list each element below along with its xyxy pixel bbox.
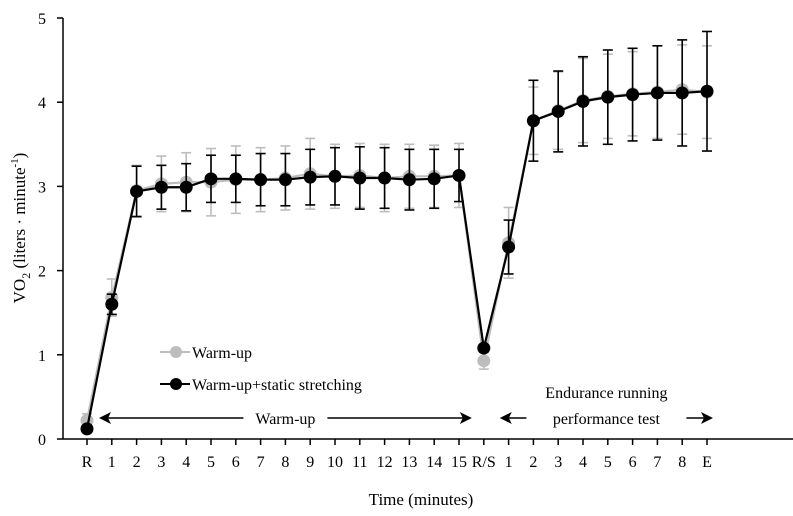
x-tick-label: E [702, 454, 712, 471]
data-point [675, 86, 689, 100]
y-axis-title: VO2 (liters · minute-1) [9, 153, 33, 304]
y-tick-label: 1 [38, 348, 46, 365]
annotations: Warm-up Endurance running performance te… [99, 385, 713, 428]
legend-label-warm-up-static-stretching: Warm-up+static stretching [192, 377, 362, 394]
legend-item-warm-up: Warm-up [160, 345, 252, 362]
x-tick-label: 6 [232, 454, 240, 471]
x-tick-label: 4 [182, 454, 190, 471]
data-point [626, 88, 640, 102]
x-tick-label: 1 [505, 454, 513, 471]
x-tick-label: 5 [207, 454, 215, 471]
data-point [204, 172, 218, 186]
endurance-label-background [526, 408, 687, 428]
x-tick-label: 8 [678, 454, 686, 471]
data-point [353, 171, 367, 185]
warm-up-annotation: Warm-up [99, 408, 472, 428]
x-tick-label: 5 [604, 454, 612, 471]
x-tick-label: 1 [108, 454, 116, 471]
x-tick-label: 2 [133, 454, 141, 471]
data-point [130, 184, 144, 198]
warm-up-annotation-label: Warm-up [255, 411, 315, 428]
x-tick-label: 15 [451, 454, 467, 471]
x-tick-label: 9 [306, 454, 314, 471]
warm-up-arrowhead-left [99, 412, 111, 424]
y-ticks: 0 1 2 3 4 5 [38, 11, 63, 449]
data-point [427, 172, 441, 186]
data-point [303, 170, 317, 184]
data-point [179, 180, 193, 194]
endurance-annotation-label-line2: performance test [553, 411, 661, 428]
data-point [402, 173, 416, 187]
warm-up-label-background [243, 408, 328, 428]
y-tick-label: 4 [38, 95, 46, 112]
legend-marker-warm-up-static-stretching [170, 378, 182, 390]
data-point [452, 168, 466, 182]
x-tick-label: 2 [529, 454, 537, 471]
data-point [105, 297, 119, 311]
data-point [576, 94, 590, 108]
x-tick-label: 10 [327, 454, 343, 471]
series-0 [80, 44, 714, 429]
data-point [700, 84, 714, 98]
x-tick-label: 12 [377, 454, 393, 471]
x-tick-label: 4 [579, 454, 587, 471]
warm-up-arrowhead-right [459, 412, 472, 424]
y-tick-label: 0 [38, 432, 46, 449]
x-tick-label: 14 [426, 454, 442, 471]
x-tick-label: R/S [472, 454, 496, 471]
data-point [477, 354, 491, 368]
y-tick-label: 2 [38, 264, 46, 281]
endurance-arrowhead-right [701, 412, 713, 424]
data-point [80, 422, 94, 436]
series-layer [80, 30, 714, 436]
y-tick-label: 3 [38, 179, 46, 196]
data-point [378, 171, 392, 185]
axes [62, 18, 793, 440]
x-tick-label: 7 [653, 454, 661, 471]
data-point [526, 114, 540, 128]
data-point [328, 169, 342, 183]
x-tick-label: 6 [629, 454, 637, 471]
series-1 [80, 30, 714, 436]
x-tick-label: 7 [257, 454, 265, 471]
x-tick-label: 11 [352, 454, 367, 471]
data-point [502, 240, 516, 254]
endurance-arrowhead-left [499, 412, 512, 424]
legend: Warm-up Warm-up+static stretching [160, 345, 362, 394]
data-point [229, 172, 243, 186]
x-tick-label: 3 [157, 454, 165, 471]
data-point [477, 341, 491, 355]
data-point [601, 90, 615, 104]
legend-label-warm-up: Warm-up [192, 345, 252, 362]
endurance-annotation-label-line1: Endurance running [545, 385, 667, 402]
series-line [85, 90, 708, 430]
x-axis-title: Time (minutes) [369, 490, 474, 509]
data-point [278, 173, 292, 187]
x-tick-label: 3 [554, 454, 562, 471]
x-ticks: R 1 2 3 4 5 6 7 8 9 10 11 12 13 14 15 R/S 1 2 3 4 5 6 7 8 E [82, 439, 712, 471]
data-point [154, 180, 168, 194]
x-tick-label: 13 [401, 454, 417, 471]
legend-item-warm-up-static-stretching: Warm-up+static stretching [160, 377, 362, 394]
data-point [254, 173, 268, 187]
data-point [551, 104, 565, 118]
data-point [650, 86, 664, 100]
y-tick-label: 5 [38, 11, 46, 28]
x-tick-label: 8 [281, 454, 289, 471]
series-line [85, 88, 708, 421]
x-tick-label: R [82, 454, 93, 471]
legend-marker-warm-up [170, 346, 182, 358]
endurance-test-annotation: Endurance running performance test [499, 385, 713, 428]
